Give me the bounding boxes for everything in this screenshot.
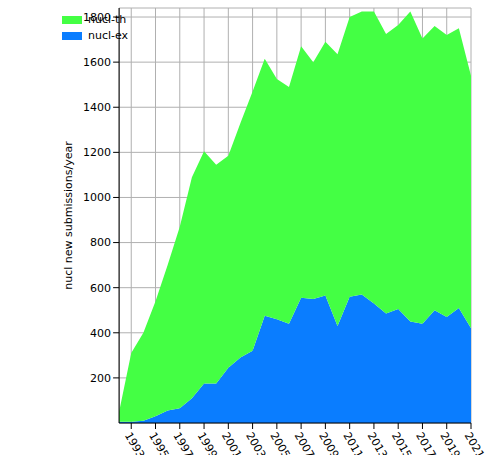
svg-text:1999: 1999: [195, 430, 220, 455]
svg-text:2003: 2003: [243, 430, 268, 455]
svg-text:1800: 1800: [83, 11, 111, 24]
svg-text:1600: 1600: [83, 56, 111, 69]
svg-text:1997: 1997: [170, 430, 195, 455]
svg-text:2021: 2021: [462, 430, 478, 455]
svg-text:2019: 2019: [437, 430, 462, 455]
svg-text:1000: 1000: [83, 191, 111, 204]
svg-text:1995: 1995: [146, 430, 171, 455]
svg-text:400: 400: [90, 327, 111, 340]
svg-text:2013: 2013: [365, 430, 390, 455]
svg-text:nucl new submissions/year: nucl new submissions/year: [62, 141, 75, 290]
svg-text:2001: 2001: [219, 430, 244, 455]
svg-text:1400: 1400: [83, 101, 111, 114]
svg-text:2009: 2009: [316, 430, 341, 455]
svg-text:200: 200: [90, 372, 111, 385]
svg-text:2005: 2005: [267, 430, 292, 455]
svg-text:2017: 2017: [413, 430, 438, 455]
svg-text:2007: 2007: [292, 430, 317, 455]
svg-text:2011: 2011: [340, 430, 365, 455]
svg-text:1993: 1993: [122, 430, 147, 455]
svg-text:800: 800: [90, 236, 111, 249]
svg-text:600: 600: [90, 282, 111, 295]
svg-text:2015: 2015: [389, 430, 414, 455]
svg-text:1200: 1200: [83, 146, 111, 159]
